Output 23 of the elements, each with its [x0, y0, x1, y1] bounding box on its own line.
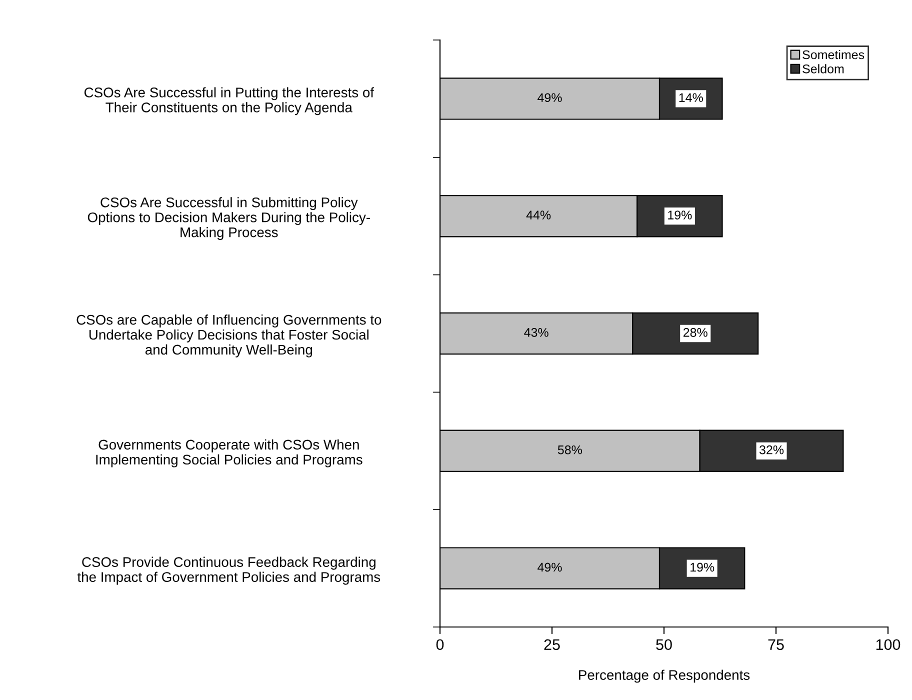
- legend-label: Seldom: [802, 64, 844, 74]
- y-tick-label: CSOs Are Successful in Submitting Policy Options to Decision Makers During the Policy- Making Process: [88, 197, 370, 240]
- data-label: 19%: [668, 210, 692, 220]
- y-tick-label: CSOs Provide Continuous Feedback Regarding the Impact of Government Policies and Programs: [77, 556, 380, 585]
- data-label: 49%: [538, 562, 562, 572]
- data-label: 14%: [679, 93, 703, 102]
- data-label: 32%: [759, 445, 784, 454]
- x-tick-label: 25: [544, 639, 560, 650]
- data-label: 28%: [683, 328, 708, 337]
- x-tick-label: 100: [876, 639, 900, 650]
- y-tick-label: CSOs Are Successful in Putting the Interests of Their Constituents on the Policy Agenda: [84, 87, 374, 116]
- x-tick-label: 50: [656, 639, 672, 650]
- data-label: 49%: [538, 93, 562, 102]
- y-tick-label: Governments Cooperate with CSOs When Implementing Social Policies and Programs: [96, 439, 362, 468]
- x-tick-label: 75: [768, 639, 784, 650]
- y-tick-label: CSOs are Capable of Influencing Governments to Undertake Policy Decisions that Foster Social and Community Well-Being: [76, 314, 382, 358]
- x-tick-label: 0: [436, 639, 444, 650]
- legend-label: Sometimes: [802, 50, 864, 60]
- data-label: 43%: [524, 328, 548, 337]
- data-label: 44%: [526, 210, 551, 220]
- x-axis-title: Percentage of Respondents: [579, 670, 750, 683]
- data-label: 58%: [558, 445, 582, 454]
- data-label: 19%: [690, 562, 714, 572]
